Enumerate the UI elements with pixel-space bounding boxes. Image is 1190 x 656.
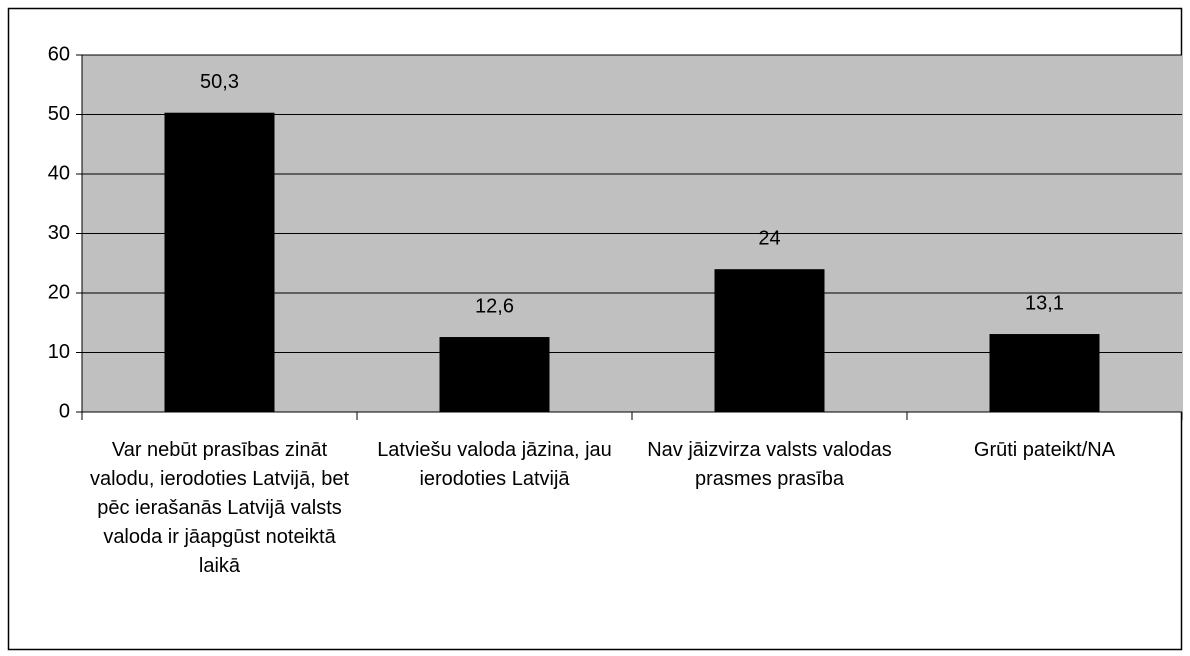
- bar: [439, 337, 550, 412]
- value-label: 50,3: [200, 71, 239, 93]
- y-tick-label: 40: [48, 162, 70, 184]
- y-tick-label: 30: [48, 222, 70, 244]
- x-tick-label: Latviešu valoda jāzina, jau ierodoties L…: [377, 439, 612, 490]
- y-tick-label: 10: [48, 341, 70, 363]
- value-label: 24: [758, 227, 780, 249]
- x-tick-label: Nav jāizvirza valsts valodas prasmes pra…: [647, 439, 892, 490]
- y-tick-label: 50: [48, 103, 70, 125]
- y-tick-label: 0: [59, 400, 70, 422]
- bar: [714, 269, 825, 412]
- y-tick-label: 20: [48, 281, 70, 303]
- bar: [164, 112, 275, 412]
- x-tick-label: Grūti pateikt/NA: [973, 439, 1116, 461]
- value-label: 13,1: [1025, 292, 1064, 314]
- bar: [989, 334, 1100, 412]
- value-label: 12,6: [475, 295, 514, 317]
- y-tick-label: 60: [48, 43, 70, 65]
- x-tick-label: Var nebūt prasības zināt valodu, ierodot…: [89, 439, 350, 577]
